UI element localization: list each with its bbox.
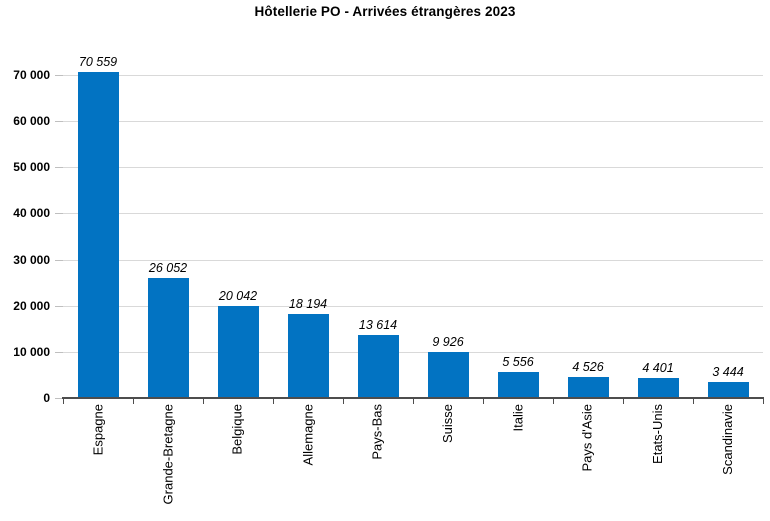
x-axis-label-grande-bretagne: Grande-Bretagne	[160, 404, 175, 505]
gridline	[63, 121, 763, 123]
x-axis-tick	[763, 397, 764, 404]
y-axis-label: 20 000	[13, 298, 50, 313]
gridline	[63, 75, 763, 76]
x-axis-label-allemagne: Allemagne	[300, 404, 315, 466]
gridline	[63, 167, 763, 169]
x-axis-tick	[693, 397, 694, 404]
plot-area: 70 559 26 052 20 042 18 194 13 614 9 926 5 556…	[63, 55, 763, 398]
bar-pays-d-asie	[567, 377, 609, 398]
value-label-allemagne: 18 194	[288, 297, 328, 311]
x-axis-label-pays-bas: Pays-Bas	[370, 404, 385, 460]
y-axis-label: 70 000	[13, 68, 50, 82]
value-label-pays-d-asie: 4 526	[572, 360, 604, 375]
y-axis-tick	[55, 259, 63, 261]
x-axis-label-scandinavie: Scandinavie	[720, 404, 735, 475]
y-axis-tick	[55, 351, 63, 353]
gridline	[63, 213, 763, 215]
bar-grande-bretagne	[147, 277, 189, 398]
y-axis-label: 50 000	[13, 160, 50, 175]
bar-etats-unis	[637, 377, 679, 398]
bar-espagne	[77, 72, 119, 398]
bar-allemagne	[287, 314, 329, 398]
y-axis-label: 30 000	[13, 252, 50, 267]
y-axis-label: 40 000	[13, 206, 50, 221]
x-axis-label-suisse: Suisse	[440, 404, 455, 444]
x-axis-tick	[413, 397, 414, 404]
value-label-scandinavie: 3 444	[712, 365, 744, 380]
x-axis-labels: Espagne Grande-Bretagne Belgique Allemagne P…	[63, 404, 763, 521]
y-axis-tick	[55, 305, 63, 307]
bar-pays-bas	[357, 335, 399, 398]
bar-scandinavie	[707, 382, 749, 398]
y-axis-tick	[55, 75, 63, 76]
x-axis-tick	[553, 397, 554, 404]
y-axis: 0 10 000 20 000 30 000 40 000 50 000 60 000 70 …	[0, 0, 63, 521]
value-label-belgique: 20 042	[218, 288, 258, 303]
x-axis-label-pays-d-asie: Pays d'Asie	[580, 404, 595, 472]
gridline	[63, 351, 763, 353]
x-axis-label-italie: Italie	[510, 404, 525, 432]
x-axis-tick	[133, 397, 134, 404]
chart-title: Hôtellerie PO - Arrivées étrangères 2023	[254, 4, 516, 19]
y-axis-tick	[55, 398, 63, 399]
gridline	[63, 305, 763, 307]
x-axis-tick	[203, 397, 204, 404]
value-label-espagne: 70 559	[78, 55, 118, 70]
value-label-grande-bretagne: 26 052	[148, 260, 188, 275]
y-axis-label: 0	[43, 391, 50, 405]
y-axis-tick	[55, 167, 63, 169]
value-label-suisse: 9 926	[432, 335, 464, 350]
x-axis-label-belgique: Belgique	[230, 404, 245, 455]
x-axis-label-etats-unis: Etats-Unis	[650, 404, 665, 464]
x-axis-tick	[63, 397, 64, 404]
y-axis-label: 60 000	[13, 114, 50, 129]
x-axis-tick	[623, 397, 624, 404]
bar-italie	[497, 372, 539, 398]
x-axis-tick	[343, 397, 344, 404]
gridline	[63, 259, 763, 261]
x-axis-label-espagne: Espagne	[90, 404, 105, 456]
value-label-etats-unis: 4 401	[642, 360, 674, 375]
bar-suisse	[427, 352, 469, 398]
y-axis-tick	[55, 121, 63, 123]
value-label-pays-bas: 13 614	[358, 318, 398, 333]
y-axis-tick	[55, 213, 63, 215]
y-axis-label: 10 000	[13, 344, 50, 359]
x-axis-tick	[273, 397, 274, 404]
bar-belgique	[217, 305, 259, 398]
x-axis-tick	[483, 397, 484, 404]
value-label-italie: 5 556	[502, 355, 534, 370]
